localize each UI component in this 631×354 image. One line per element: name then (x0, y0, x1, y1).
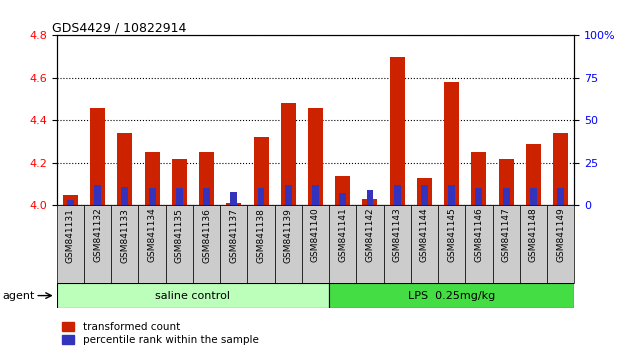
Bar (247, 205, 274, 283)
Text: GSM841132: GSM841132 (93, 208, 102, 262)
Bar (471, 152, 487, 205)
Text: GDS4429 / 10822914: GDS4429 / 10822914 (52, 21, 186, 34)
Bar (526, 144, 541, 205)
Text: GSM841131: GSM841131 (66, 208, 75, 263)
Text: GSM841144: GSM841144 (420, 208, 429, 262)
Bar (257, 188, 264, 205)
Text: GSM841142: GSM841142 (365, 208, 374, 262)
Bar (465, 205, 493, 283)
Bar (84, 205, 111, 283)
Bar (308, 108, 323, 205)
Bar (421, 185, 428, 205)
Legend: transformed count, percentile rank within the sample: transformed count, percentile rank withi… (62, 322, 259, 345)
Text: GSM841143: GSM841143 (392, 208, 402, 262)
Text: agent: agent (3, 291, 35, 301)
Bar (312, 185, 319, 205)
Bar (444, 82, 459, 205)
Text: GSM841135: GSM841135 (175, 208, 184, 263)
Text: GSM841146: GSM841146 (475, 208, 483, 262)
Bar (274, 205, 302, 283)
Bar (498, 159, 514, 205)
Bar (329, 205, 357, 283)
Bar (227, 203, 241, 205)
Bar (57, 205, 84, 283)
Bar (417, 178, 432, 205)
Bar (176, 188, 183, 205)
Bar (367, 190, 374, 205)
Bar (362, 199, 377, 205)
Bar (335, 176, 350, 205)
Text: GSM841148: GSM841148 (529, 208, 538, 262)
Bar (63, 195, 78, 205)
Bar (520, 205, 547, 283)
Bar (438, 205, 465, 283)
Bar (121, 187, 128, 205)
Bar (448, 185, 455, 205)
Text: GSM841147: GSM841147 (502, 208, 510, 262)
Bar (144, 152, 160, 205)
Text: LPS  0.25mg/kg: LPS 0.25mg/kg (408, 291, 495, 301)
Text: GSM841145: GSM841145 (447, 208, 456, 262)
Bar (285, 185, 292, 205)
Bar (302, 205, 329, 283)
Text: saline control: saline control (155, 291, 230, 301)
Text: GSM841140: GSM841140 (311, 208, 320, 262)
Bar (530, 188, 537, 205)
Bar (339, 193, 346, 205)
Bar (57, 283, 329, 308)
Bar (384, 205, 411, 283)
Bar (281, 103, 296, 205)
Bar (193, 205, 220, 283)
Bar (553, 133, 568, 205)
Bar (394, 185, 401, 205)
Bar (138, 205, 166, 283)
Bar (503, 188, 510, 205)
Bar (411, 205, 438, 283)
Bar (149, 188, 155, 205)
Bar (203, 188, 210, 205)
Bar (166, 205, 193, 283)
Bar (199, 152, 214, 205)
Bar (172, 159, 187, 205)
Bar (557, 188, 564, 205)
Text: GSM841136: GSM841136 (202, 208, 211, 263)
Text: GSM841137: GSM841137 (229, 208, 239, 263)
Text: GSM841149: GSM841149 (556, 208, 565, 262)
Bar (357, 205, 384, 283)
Text: GSM841134: GSM841134 (148, 208, 156, 262)
Bar (111, 205, 138, 283)
Bar (90, 108, 105, 205)
Bar (493, 205, 520, 283)
Bar (254, 137, 269, 205)
Bar (67, 200, 74, 205)
Bar (230, 192, 237, 205)
Text: GSM841138: GSM841138 (257, 208, 266, 263)
Bar (390, 57, 404, 205)
Bar (220, 205, 247, 283)
Text: GSM841133: GSM841133 (121, 208, 129, 263)
Bar (329, 283, 574, 308)
Bar (117, 133, 133, 205)
Text: GSM841141: GSM841141 (338, 208, 347, 262)
Bar (547, 205, 574, 283)
Bar (94, 185, 101, 205)
Bar (476, 188, 482, 205)
Text: GSM841139: GSM841139 (284, 208, 293, 263)
